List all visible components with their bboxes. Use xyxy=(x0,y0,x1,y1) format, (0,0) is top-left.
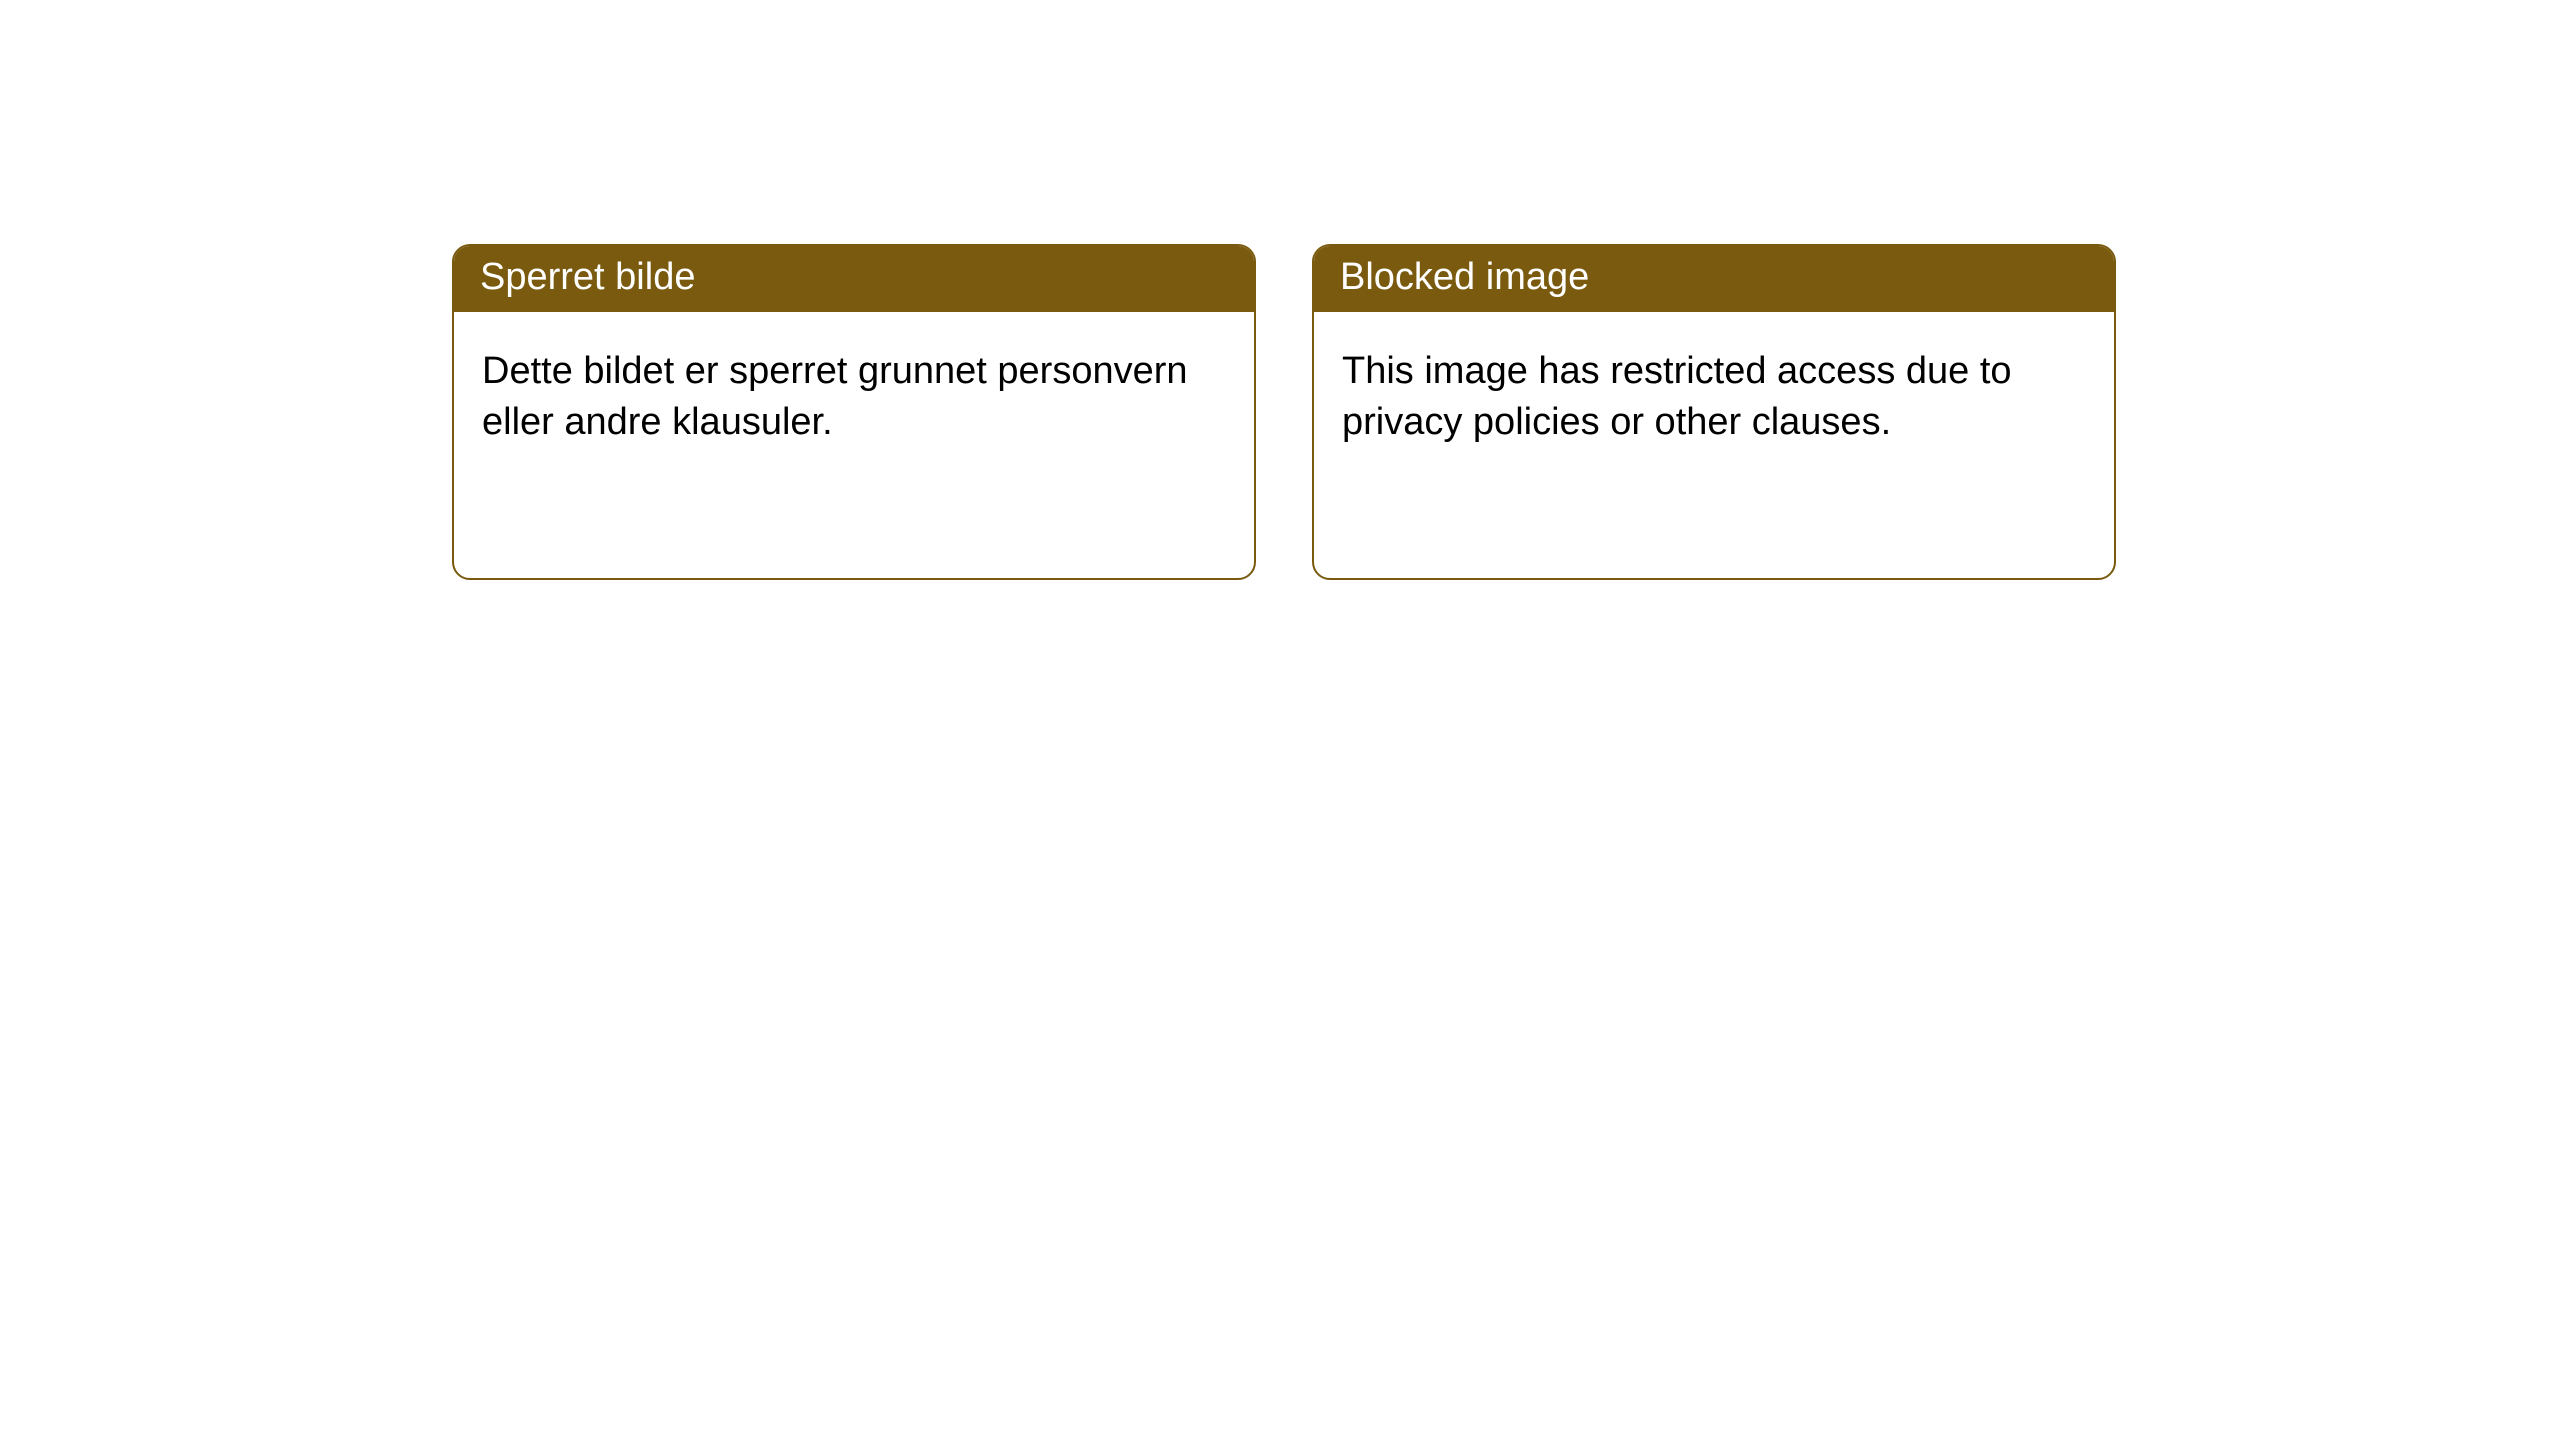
card-body-text: This image has restricted access due to … xyxy=(1342,350,2012,443)
card-body-text: Dette bildet er sperret grunnet personve… xyxy=(482,350,1188,443)
card-container: Sperret bilde Dette bildet er sperret gr… xyxy=(0,0,2560,580)
card-title: Blocked image xyxy=(1340,256,1589,298)
card-body: Dette bildet er sperret grunnet personve… xyxy=(454,312,1254,483)
card-title: Sperret bilde xyxy=(480,256,695,298)
blocked-image-card-no: Sperret bilde Dette bildet er sperret gr… xyxy=(452,244,1256,580)
blocked-image-card-en: Blocked image This image has restricted … xyxy=(1312,244,2116,580)
card-body: This image has restricted access due to … xyxy=(1314,312,2114,483)
card-header: Blocked image xyxy=(1314,246,2114,312)
card-header: Sperret bilde xyxy=(454,246,1254,312)
